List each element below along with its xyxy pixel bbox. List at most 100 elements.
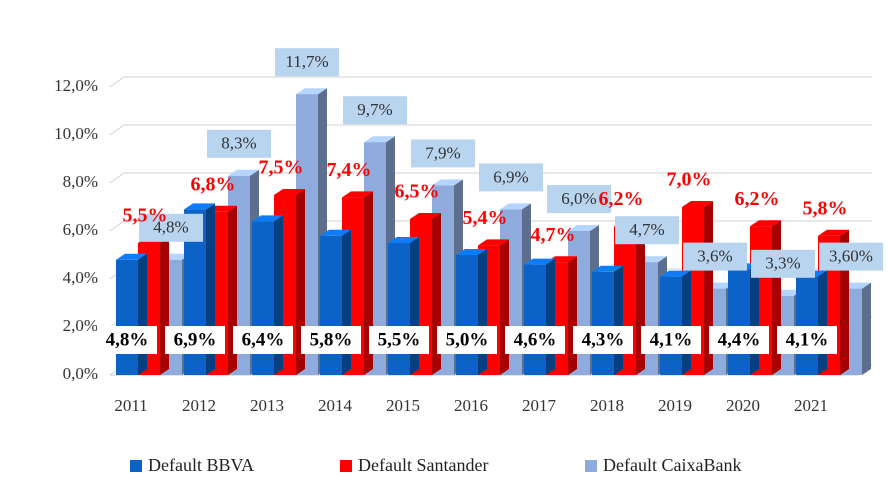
bar-side bbox=[568, 256, 577, 375]
data-label: 3,3% bbox=[765, 254, 800, 273]
bar-side bbox=[818, 270, 827, 375]
label-box bbox=[777, 326, 837, 354]
bar-top bbox=[274, 189, 305, 195]
y-tick-label: 4,0% bbox=[63, 268, 98, 287]
data-label: 4,7% bbox=[531, 224, 576, 246]
bar-top bbox=[568, 225, 599, 231]
label-box bbox=[139, 213, 203, 242]
data-label: 6,9% bbox=[174, 329, 217, 350]
label-box bbox=[709, 326, 769, 354]
label-box bbox=[479, 163, 543, 192]
data-label: 3,6% bbox=[697, 247, 732, 266]
bar bbox=[320, 235, 342, 375]
label-box bbox=[275, 48, 339, 77]
label-box bbox=[615, 216, 679, 245]
data-label: 8,3% bbox=[221, 134, 256, 153]
bar-top bbox=[252, 215, 283, 222]
data-label: 6,4% bbox=[242, 329, 285, 350]
bar-side bbox=[862, 282, 871, 375]
bar-side bbox=[682, 270, 691, 375]
label-box bbox=[343, 96, 407, 125]
bar bbox=[524, 264, 546, 375]
data-label: 6,2% bbox=[599, 188, 644, 210]
bar-top bbox=[184, 203, 215, 210]
bar bbox=[116, 259, 138, 375]
data-label: 4,1% bbox=[650, 329, 693, 350]
data-label: 4,8% bbox=[106, 329, 149, 350]
x-tick-label: 2016 bbox=[454, 396, 488, 415]
label-box bbox=[547, 185, 611, 213]
legend-swatch bbox=[130, 460, 142, 472]
label-box bbox=[207, 129, 271, 158]
data-label: 9,7% bbox=[357, 100, 392, 119]
data-label: 4,1% bbox=[786, 329, 829, 350]
x-tick-label: 2021 bbox=[794, 396, 828, 415]
bar-top bbox=[410, 213, 441, 219]
data-label: 11,7% bbox=[285, 52, 328, 71]
label-box bbox=[165, 326, 225, 354]
y-tick-label: 0,0% bbox=[63, 364, 98, 383]
data-label: 5,8% bbox=[803, 197, 848, 219]
data-label: 4,7% bbox=[629, 220, 664, 239]
bar-side bbox=[500, 239, 509, 375]
data-label: 7,4% bbox=[327, 159, 372, 181]
bar-top bbox=[682, 201, 713, 207]
bar-side bbox=[614, 265, 623, 375]
data-label: 7,5% bbox=[259, 157, 304, 179]
bar bbox=[592, 271, 614, 375]
bar-top bbox=[296, 88, 327, 95]
bar-side bbox=[138, 253, 147, 375]
x-tick-label: 2013 bbox=[250, 396, 284, 415]
bar-top bbox=[750, 220, 781, 227]
bar-top bbox=[500, 203, 531, 210]
x-tick-label: 2011 bbox=[114, 396, 147, 415]
data-label: 7,0% bbox=[667, 169, 712, 191]
label-box bbox=[573, 326, 633, 354]
label-box bbox=[233, 326, 293, 354]
label-box bbox=[751, 249, 815, 278]
bar-top bbox=[116, 253, 147, 260]
legend-label: Default BBVA bbox=[148, 455, 254, 475]
x-tick-label: 2012 bbox=[182, 396, 216, 415]
bar-top bbox=[524, 258, 555, 265]
label-box bbox=[641, 326, 701, 354]
data-label: 6,0% bbox=[561, 189, 596, 208]
data-label: 5,5% bbox=[123, 205, 168, 227]
data-label: 6,8% bbox=[191, 173, 236, 195]
data-label: 5,4% bbox=[463, 207, 508, 229]
bar bbox=[660, 276, 682, 375]
bar-top bbox=[592, 265, 623, 272]
y-tick-label: 6,0% bbox=[63, 220, 98, 239]
legend-swatch bbox=[340, 460, 352, 472]
bar-top bbox=[342, 191, 373, 198]
bar-top bbox=[228, 169, 259, 176]
data-label: 4,4% bbox=[718, 329, 761, 350]
label-box bbox=[819, 242, 883, 271]
x-tick-label: 2018 bbox=[590, 396, 624, 415]
bar bbox=[796, 276, 818, 375]
data-label: 5,5% bbox=[378, 329, 421, 350]
data-label: 3,60% bbox=[829, 247, 873, 266]
bar-side bbox=[546, 258, 555, 375]
bar-top bbox=[432, 179, 463, 186]
legend-label: Default Santander bbox=[358, 455, 488, 475]
bar-side bbox=[750, 263, 759, 375]
label-box bbox=[683, 242, 747, 271]
bar-side bbox=[160, 237, 169, 375]
grid-diag bbox=[109, 76, 125, 88]
data-label: 6,9% bbox=[493, 167, 528, 186]
bar-top bbox=[364, 136, 395, 143]
bar-side bbox=[410, 237, 419, 375]
y-tick-label: 10,0% bbox=[54, 124, 98, 143]
x-tick-label: 2017 bbox=[522, 396, 557, 415]
label-box bbox=[369, 326, 429, 354]
bar bbox=[388, 243, 410, 375]
y-tick-label: 8,0% bbox=[63, 172, 98, 191]
y-tick-label: 2,0% bbox=[63, 316, 98, 335]
data-label: 4,3% bbox=[582, 329, 625, 350]
data-label: 7,9% bbox=[425, 143, 460, 162]
label-box bbox=[301, 326, 361, 354]
bar-top bbox=[660, 270, 691, 277]
x-tick-label: 2019 bbox=[658, 396, 692, 415]
